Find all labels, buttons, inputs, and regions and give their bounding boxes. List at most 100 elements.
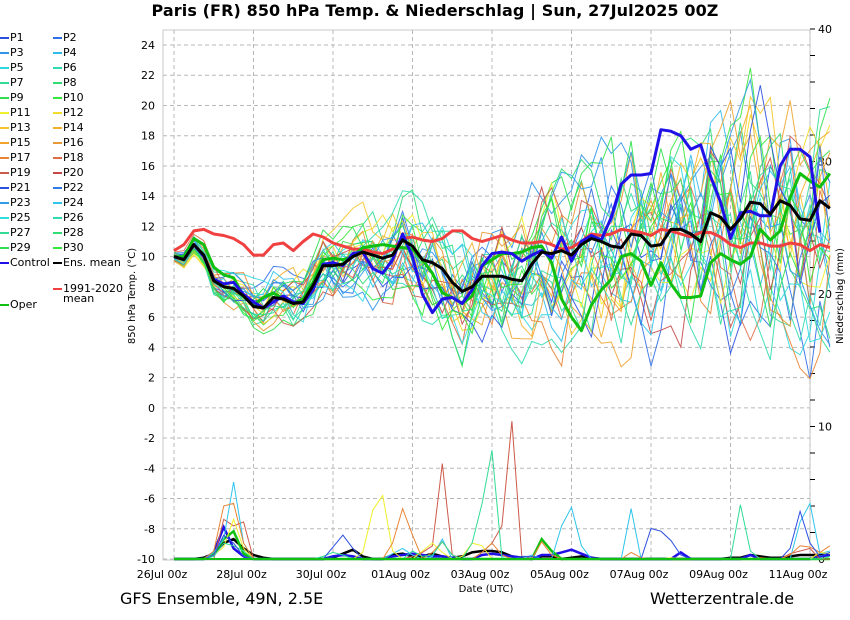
legend-swatch: [0, 262, 9, 264]
x-tick-label: 01Aug 00z: [371, 568, 430, 581]
legend-swatch: [53, 52, 62, 54]
x-tick-label: 07Aug 00z: [610, 568, 669, 581]
legend-label: P15: [10, 136, 31, 149]
legend-swatch: [0, 112, 9, 114]
legend-label: P17: [10, 151, 31, 164]
member-line-p24: [173, 159, 831, 337]
legend-swatch: [0, 247, 9, 249]
legend-item-p18: P18: [53, 152, 84, 164]
x-tick-label: 30Jul 00z: [296, 568, 347, 581]
legend-swatch: [0, 217, 9, 219]
y2-axis-label: Niederschlag (mm): [835, 248, 846, 344]
legend-item-p21: P21: [0, 182, 31, 194]
legend-item-p26: P26: [53, 212, 84, 224]
legend-label: P20: [63, 166, 84, 179]
legend-item-p12: P12: [53, 107, 84, 119]
y-tick-label: 8: [148, 281, 155, 294]
legend-swatch: [0, 157, 9, 159]
legend-label: P19: [10, 166, 31, 179]
y-tick-label: -4: [144, 462, 155, 475]
legend-item-p13: P13: [0, 122, 31, 134]
legend-item-p1: P1: [0, 32, 24, 44]
temp-line-control: [173, 128, 822, 315]
x-tick-label: 26Jul 00z: [137, 568, 188, 581]
y2-tick-label: 20: [818, 288, 832, 301]
legend-item-p15: P15: [0, 137, 31, 149]
legend-swatch: [53, 172, 62, 174]
legend-swatch: [0, 67, 9, 69]
legend-label: P3: [10, 46, 24, 59]
legend-item-control: Control: [0, 257, 50, 269]
legend-item-p28: P28: [53, 227, 84, 239]
y-tick-label: -2: [144, 432, 155, 445]
y-tick-label: -10: [137, 553, 155, 566]
legend-swatch: [0, 82, 9, 84]
legend-item-p5: P5: [0, 62, 24, 74]
legend-item-p6: P6: [53, 62, 77, 74]
x-tick-label: 28Jul 00z: [216, 568, 267, 581]
legend-label: Oper: [10, 298, 37, 311]
member-line-p29: [173, 97, 831, 369]
legend-swatch: [53, 288, 62, 290]
y-axis-label: 850 hPa Temp. (°C): [127, 248, 138, 344]
legend-label: P4: [63, 46, 77, 59]
y-tick-label: 2: [148, 372, 155, 385]
temp-line-ens-mean: [173, 199, 831, 310]
legend-label: P9: [10, 91, 24, 104]
legend-swatch: [53, 202, 62, 204]
y-tick-label: -8: [144, 523, 155, 536]
x-tick-label: 09Aug 00z: [689, 568, 748, 581]
legend-swatch: [0, 97, 9, 99]
legend-item-p29: P29: [0, 242, 31, 254]
legend-item-p27: P27: [0, 227, 31, 239]
legend-item-p23: P23: [0, 197, 31, 209]
legend-label: P25: [10, 211, 31, 224]
legend-label: P13: [10, 121, 31, 134]
legend-item-1991-2020: 1991-2020 mean: [53, 282, 123, 305]
y-tick-label: 20: [141, 99, 155, 112]
legend-item-p30: P30: [53, 242, 84, 254]
legend-swatch: [0, 202, 9, 204]
y-tick-label: 12: [141, 220, 155, 233]
legend-label: P6: [63, 61, 77, 74]
legend-label: P7: [10, 76, 24, 89]
legend-swatch: [0, 304, 9, 306]
legend-swatch: [53, 262, 62, 264]
legend-label: P1: [10, 31, 24, 44]
legend-swatch: [0, 142, 9, 144]
x-axis-label: Date (UTC): [459, 584, 514, 595]
legend-label: P12: [63, 106, 84, 119]
legend-label: P27: [10, 226, 31, 239]
legend-item-p16: P16: [53, 137, 84, 149]
legend-item-p25: P25: [0, 212, 31, 224]
legend-swatch: [53, 232, 62, 234]
legend-item-oper: Oper: [0, 299, 37, 311]
legend-swatch: [53, 127, 62, 129]
legend-label: P5: [10, 61, 24, 74]
y-tick-label: 10: [141, 251, 155, 264]
legend-label: P14: [63, 121, 84, 134]
legend-label: P30: [63, 241, 84, 254]
member-line-p23: [173, 77, 831, 346]
legend-label: P11: [10, 106, 31, 119]
legend-label: Ens. mean: [63, 256, 121, 269]
legend-label: P24: [63, 196, 84, 209]
legend-label: 1991-2020 mean: [63, 282, 123, 305]
legend-swatch: [53, 142, 62, 144]
legend-label: P26: [63, 211, 84, 224]
y-tick-label: 0: [148, 402, 155, 415]
legend-item-p24: P24: [53, 197, 84, 209]
legend-item-p2: P2: [53, 32, 77, 44]
legend-label: P8: [63, 76, 77, 89]
y-tick-label: 16: [141, 160, 155, 173]
x-tick-label: 11Aug 00z: [769, 568, 828, 581]
legend-swatch: [53, 187, 62, 189]
legend-item-p11: P11: [0, 107, 31, 119]
legend-label: P16: [63, 136, 84, 149]
legend-swatch: [53, 82, 62, 84]
model-info-label: GFS Ensemble, 49N, 2.5E: [120, 589, 324, 608]
legend-swatch: [53, 37, 62, 39]
y2-tick-label: 10: [818, 421, 832, 434]
temp-line-1991-2020-mean: [173, 227, 831, 257]
